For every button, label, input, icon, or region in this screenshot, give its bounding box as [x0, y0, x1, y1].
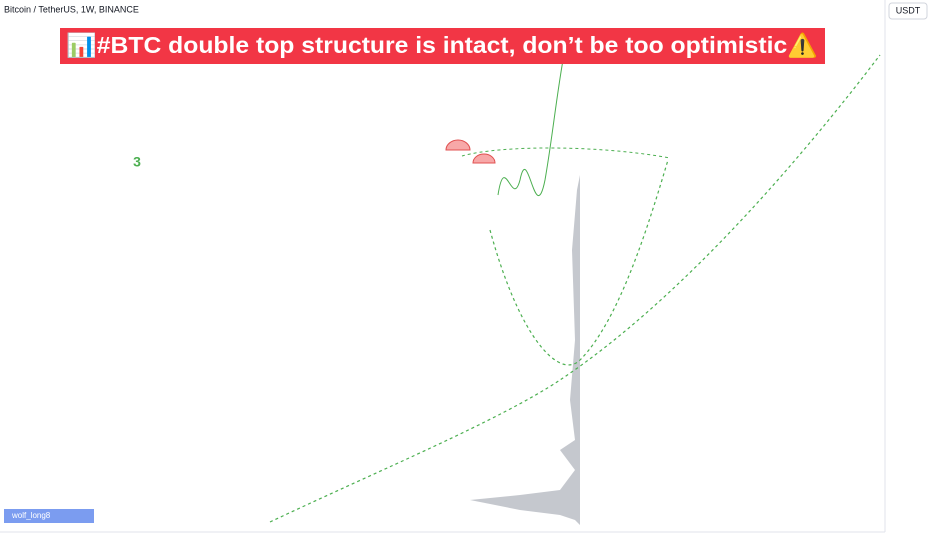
projection-path: [461, 147, 671, 159]
chart-header: Bitcoin / TetherUS, 1W, BINANCE: [4, 4, 139, 14]
top-arc: [445, 139, 471, 151]
currency[interactable]: USDT: [896, 5, 921, 15]
top-arc: [472, 153, 496, 164]
author: wolf_long8: [11, 511, 51, 520]
volume-profile: [470, 175, 580, 525]
currency-box[interactable]: [888, 2, 928, 20]
projection-path: [269, 54, 881, 523]
chart-title: 📊#BTC double top structure is intact, do…: [66, 32, 818, 59]
author-box: [4, 509, 94, 523]
projection-path: [489, 159, 669, 366]
title-banner: [60, 28, 825, 64]
wave-label: 3: [133, 154, 141, 170]
projection-path: [497, 59, 564, 197]
